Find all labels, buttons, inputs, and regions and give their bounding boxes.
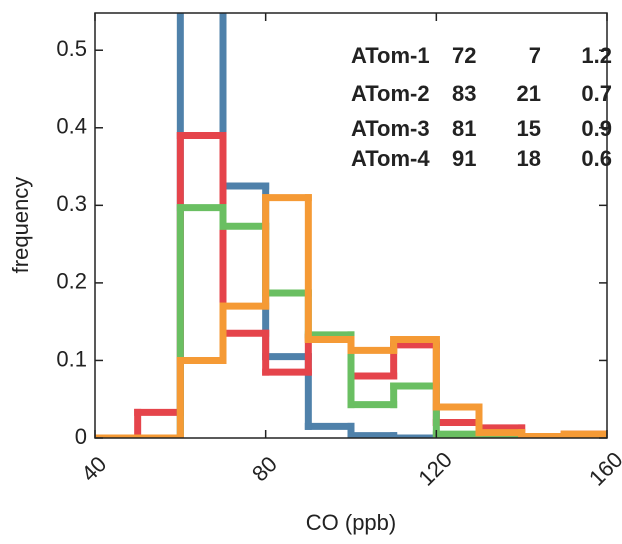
- legend-stat: 0.7: [581, 81, 612, 106]
- legend-stat: 7: [529, 43, 541, 68]
- plot-area: [95, 13, 607, 438]
- y-axis-label: frequency: [8, 177, 33, 274]
- legend-label: ATom-3: [351, 116, 430, 141]
- y-tick-label: 0.1: [56, 346, 87, 371]
- legend-label: ATom-4: [351, 146, 430, 171]
- legend-stat: 0.6: [581, 146, 612, 171]
- legend-stat: 21: [517, 81, 541, 106]
- legend-stat: 18: [517, 146, 541, 171]
- y-tick-label: 0.2: [56, 269, 87, 294]
- legend-stat: 72: [452, 43, 476, 68]
- y-tick-label: 0.5: [56, 36, 87, 61]
- x-axis-label: CO (ppb): [306, 510, 396, 535]
- plot-frame: [94, 12, 608, 439]
- legend-label: ATom-2: [351, 81, 430, 106]
- x-tick-label: 160: [584, 447, 622, 491]
- legend-stat: 81: [452, 116, 476, 141]
- x-tick-label: 80: [247, 451, 282, 486]
- x-tick-label: 120: [413, 447, 457, 491]
- legend-stat: 0.9: [581, 116, 612, 141]
- legend-label: ATom-1: [351, 43, 430, 68]
- y-tick-label: 0.3: [56, 191, 87, 216]
- legend-stat: 83: [452, 81, 476, 106]
- legend-stat: 91: [452, 146, 476, 171]
- legend-stat: 1.2: [581, 43, 612, 68]
- y-tick-label: 0: [75, 424, 87, 449]
- legend-stat: 15: [517, 116, 541, 141]
- y-tick-label: 0.4: [56, 114, 87, 139]
- x-tick-label: 40: [76, 451, 111, 486]
